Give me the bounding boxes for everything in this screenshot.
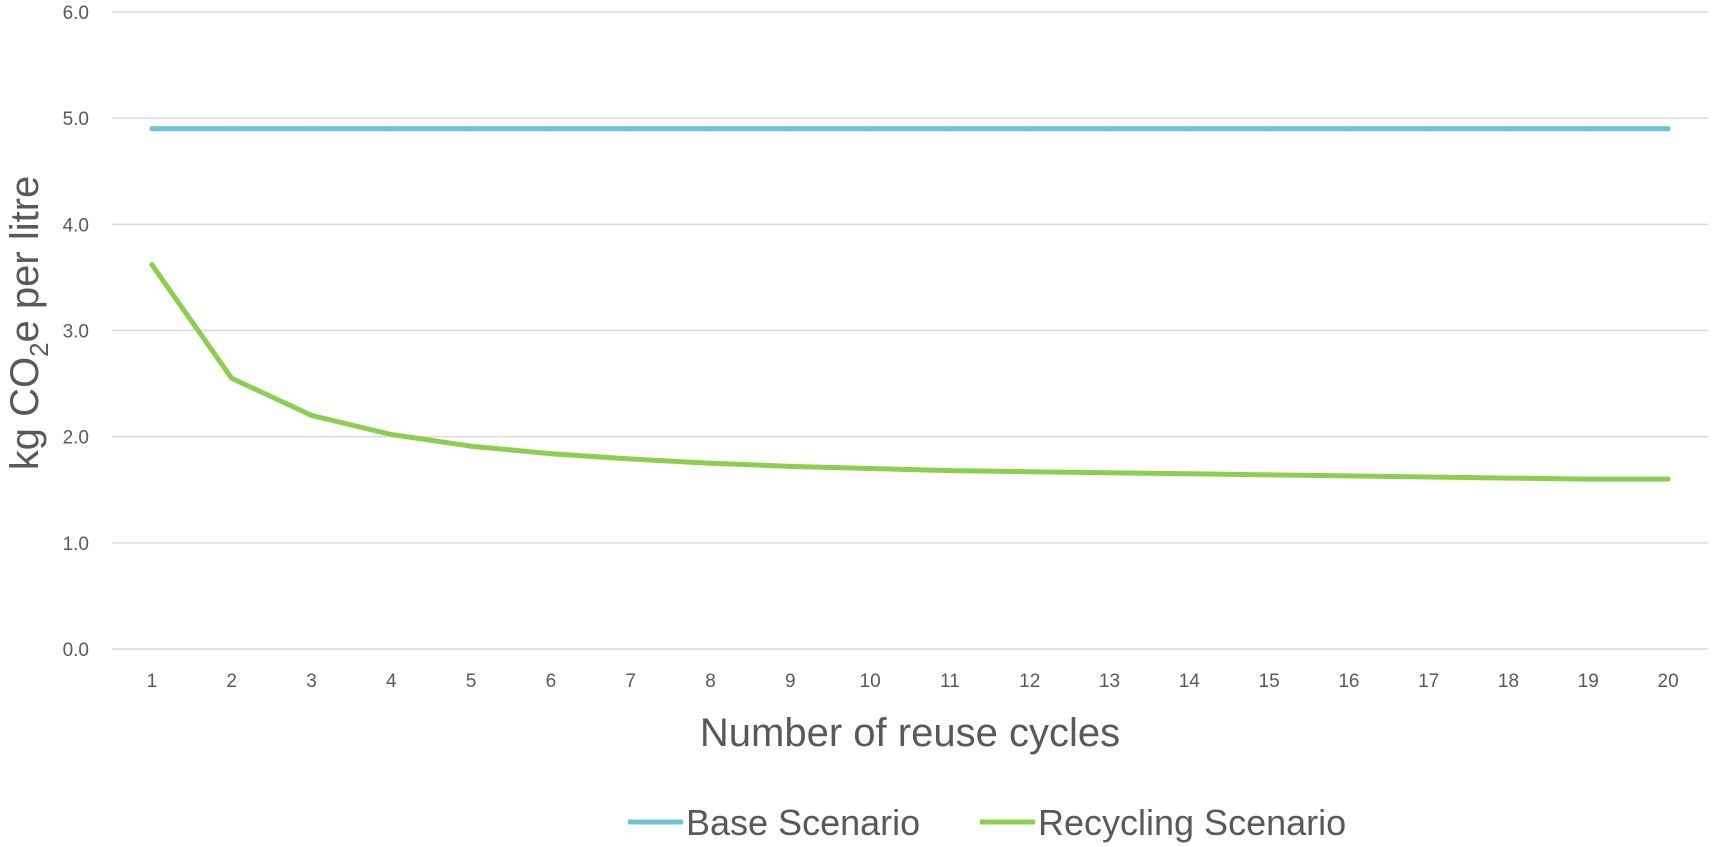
data-point [388, 126, 394, 132]
data-point [1426, 474, 1432, 480]
y-axis-title-suffix: e per litre [3, 176, 47, 343]
x-tick-label: 20 [1658, 671, 1679, 692]
data-point [1585, 476, 1591, 482]
data-point [149, 262, 155, 268]
data-point [1585, 126, 1591, 132]
series-line-1 [149, 262, 1671, 482]
legend: Base Scenario Recycling Scenario [628, 802, 1346, 843]
y-tick-label: 0.0 [63, 640, 89, 661]
x-tick-label: 7 [625, 671, 636, 692]
data-point [229, 375, 235, 381]
y-axis-title: kg CO2e per litre [3, 176, 54, 471]
data-point [947, 468, 953, 474]
x-tick-label: 19 [1578, 671, 1599, 692]
legend-label: Recycling Scenario [1038, 802, 1346, 843]
data-point [548, 126, 554, 132]
data-point [787, 126, 793, 132]
data-point [1266, 126, 1272, 132]
x-tick-label: 16 [1338, 671, 1359, 692]
y-axis-title-subscript: 2 [24, 342, 54, 356]
y-tick-label: 3.0 [63, 322, 89, 343]
x-tick-label: 8 [705, 671, 716, 692]
x-tick-label: 2 [226, 671, 237, 692]
x-tick-label: 17 [1418, 671, 1439, 692]
data-point [708, 126, 713, 132]
data-point [1107, 126, 1112, 132]
data-point [1027, 126, 1033, 132]
x-tick-label: 14 [1179, 671, 1201, 692]
x-tick-label: 1 [147, 671, 158, 692]
data-point [867, 466, 873, 472]
data-point [388, 432, 394, 438]
data-point [1506, 126, 1511, 132]
data-point [1346, 473, 1352, 479]
y-tick-label: 2.0 [63, 428, 89, 449]
data-point [1186, 126, 1192, 132]
data-point [1506, 475, 1511, 481]
data-point [708, 460, 713, 466]
data-point [628, 126, 634, 132]
data-point [309, 412, 314, 418]
legend-label: Base Scenario [686, 802, 920, 843]
y-tick-label: 5.0 [63, 109, 89, 130]
data-point [1107, 470, 1112, 476]
y-axis-title-prefix: kg CO [3, 357, 47, 470]
series-lines [149, 126, 1671, 482]
data-point [1186, 471, 1192, 477]
y-axis-tick-labels: 0.0 1.0 2.0 3.0 4.0 5.0 6.0 [63, 3, 89, 661]
data-point [628, 456, 634, 462]
data-point [149, 126, 155, 132]
y-tick-label: 1.0 [63, 534, 89, 555]
x-tick-label: 4 [386, 671, 397, 692]
x-axis-tick-labels: 1 2 3 4 5 6 7 8 9 10 11 12 13 14 15 16 17 18 19 20 [147, 671, 1679, 692]
data-point [1665, 476, 1671, 482]
data-point [1027, 469, 1033, 475]
data-point [947, 126, 953, 132]
x-tick-label: 12 [1019, 671, 1040, 692]
data-point [1665, 126, 1671, 132]
x-tick-label: 9 [785, 671, 796, 692]
x-axis-title: Number of reuse cycles [700, 711, 1120, 755]
x-tick-label: 6 [546, 671, 557, 692]
x-tick-label: 11 [940, 671, 960, 692]
data-point [468, 443, 474, 449]
data-point [229, 126, 235, 132]
x-tick-label: 13 [1099, 671, 1120, 692]
data-point [309, 126, 314, 132]
x-tick-label: 5 [466, 671, 477, 692]
data-point [1426, 126, 1432, 132]
data-point [1346, 126, 1352, 132]
y-tick-label: 4.0 [63, 215, 89, 236]
data-point [1266, 472, 1272, 478]
data-point [548, 451, 554, 457]
data-point [787, 463, 793, 469]
data-point [867, 126, 873, 132]
x-tick-label: 15 [1259, 671, 1280, 692]
gridlines [112, 11, 1708, 650]
x-tick-label: 3 [306, 671, 317, 692]
y-tick-label: 6.0 [63, 3, 89, 24]
data-point [468, 126, 474, 132]
x-tick-label: 18 [1498, 671, 1519, 692]
x-tick-label: 10 [860, 671, 881, 692]
